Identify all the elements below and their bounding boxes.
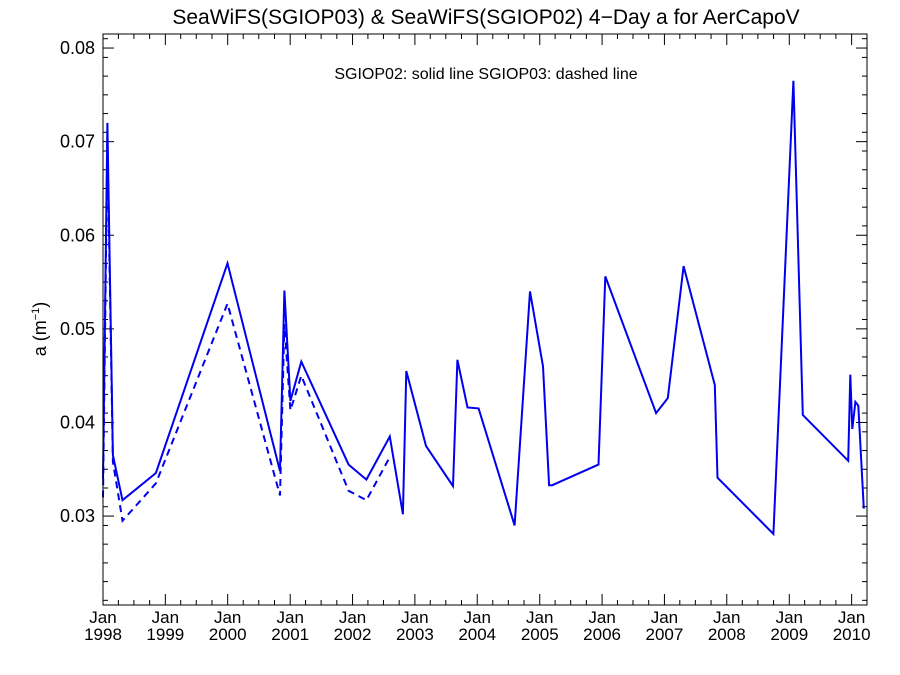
series-line-sgiop02 [102, 80, 865, 537]
x-tick-year-label: 1998 [84, 625, 122, 644]
x-tick-year-label: 2000 [209, 625, 247, 644]
x-tick-month-label: Jan [464, 608, 491, 627]
y-tick-label: 0.05 [60, 319, 95, 339]
x-tick-year-label: 2002 [334, 625, 372, 644]
y-axis-label-main: a (m [30, 320, 50, 356]
y-tick-label: 0.08 [60, 38, 95, 58]
x-tick-month-label: Jan [713, 608, 740, 627]
y-axis-label-close: ) [30, 302, 50, 308]
x-tick-year-label: 1999 [146, 625, 184, 644]
y-tick-label: 0.06 [60, 225, 95, 245]
x-tick-month-label: Jan [588, 608, 615, 627]
x-tick-month-label: Jan [214, 608, 241, 627]
x-tick-year-label: 2008 [708, 625, 746, 644]
x-tick-month-label: Jan [651, 608, 678, 627]
y-tick-label: 0.03 [60, 506, 95, 526]
x-tick-year-label: 2004 [458, 625, 496, 644]
x-tick-year-label: 2009 [770, 625, 808, 644]
x-tick-year-label: 2001 [271, 625, 309, 644]
x-tick-month-label: Jan [526, 608, 553, 627]
series-annotation: SGIOP02: solid line SGIOP03: dashed line [334, 66, 637, 83]
x-tick-month-label: Jan [339, 608, 366, 627]
x-tick-year-label: 2005 [521, 625, 559, 644]
plot-frame [102, 33, 868, 606]
y-axis-label-superscript: −1 [30, 308, 42, 321]
x-tick-year-label: 2006 [583, 625, 621, 644]
chart-title: SeaWiFS(SGIOP03) & SeaWiFS(SGIOP02) 4−Da… [172, 6, 799, 29]
x-tick-year-label: 2010 [833, 625, 871, 644]
y-axis-label: a (m−1) [30, 302, 50, 357]
x-tick-month-label: Jan [776, 608, 803, 627]
x-tick-month-label: Jan [401, 608, 428, 627]
y-tick-label: 0.04 [60, 412, 95, 432]
x-tick-year-label: 2003 [396, 625, 434, 644]
x-tick-month-label: Jan [838, 608, 865, 627]
x-tick-year-label: 2007 [646, 625, 684, 644]
series-line-sgiop03 [102, 141, 391, 524]
x-tick-month-label: Jan [89, 608, 116, 627]
x-tick-month-label: Jan [152, 608, 179, 627]
y-tick-label: 0.07 [60, 132, 95, 152]
plot-area: 0.030.040.050.060.070.08Jan1998Jan1999Ja… [60, 34, 871, 644]
x-tick-month-label: Jan [276, 608, 303, 627]
